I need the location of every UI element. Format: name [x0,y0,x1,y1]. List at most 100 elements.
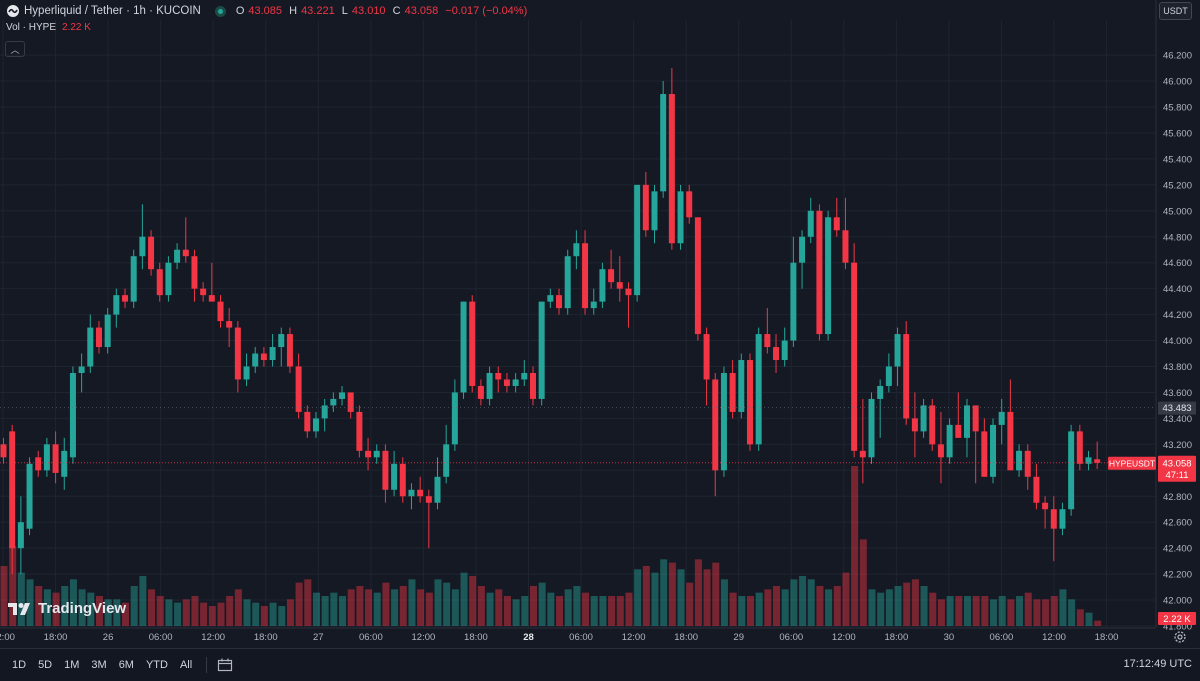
volume-bar [790,579,798,626]
range-5d-button[interactable]: 5D [38,659,53,671]
volume-bar [78,589,86,626]
candle-body [304,411,311,432]
candle-body [43,444,50,471]
volume-bar [529,586,537,626]
utc-clock[interactable]: 17:12:49 UTC [1123,658,1192,670]
candle-body [9,431,16,549]
time-tick-label: 30 [944,632,955,643]
volume-bar [165,599,173,626]
close-value: 43.058 [404,5,439,17]
range-6m-button[interactable]: 6M [118,659,134,671]
time-tick-label: 06:00 [779,632,803,643]
candle-body [616,282,623,289]
time-tick-label: 06:00 [149,632,173,643]
candle-body [469,301,476,386]
candle-body [1042,502,1049,510]
last-volume-tag [1158,612,1196,625]
volume-bar [295,582,303,626]
volume-bar [764,589,772,626]
volume-bar [521,596,529,626]
time-tick-label: 12:00 [412,632,436,643]
price-tick-label: 46.200 [1163,51,1192,62]
candle-body [608,269,615,283]
volume-bar [937,599,945,626]
volume-bar [373,592,381,626]
range-all-button[interactable]: All [179,659,193,671]
volume-bar [1024,592,1032,626]
calendar-goto-icon[interactable] [217,658,233,672]
price-tick-label: 41.800 [1163,622,1192,633]
time-tick-label: 18:00 [1095,632,1119,643]
volume-bar [833,586,841,626]
candle-body [903,334,910,419]
volume-bar [122,602,130,626]
tradingview-logo[interactable]: TradingView [8,600,126,617]
volume-label: Vol · HYPE [6,22,57,33]
range-3m-button[interactable]: 3M [91,659,107,671]
candle-body [842,230,849,263]
volume-bar [547,592,555,626]
volume-bar [382,582,390,626]
volume-bar [651,572,659,626]
volume-bar [1016,596,1024,626]
candle-body [1094,459,1101,463]
candle-body [1076,431,1083,464]
time-tick-label: 18:00 [464,632,488,643]
candle-body [547,295,554,302]
candle-body [330,398,337,406]
settings-gear-icon[interactable] [1173,630,1187,644]
volume-bar [330,592,338,626]
volume-bar [17,572,25,626]
candle-body [825,217,832,335]
price-tick-label: 42.800 [1163,492,1192,503]
volume-bar [52,592,60,626]
volume-bar [825,589,833,626]
toolbar-divider [206,657,208,673]
candle-body [165,262,172,296]
candle-body [182,249,189,257]
candle-body [920,405,927,432]
volume-bar [746,596,754,626]
volume-bar [139,576,147,626]
candle-body [95,327,102,348]
volume-bar [903,582,911,626]
candle-body [35,457,42,471]
candle-body [0,444,7,458]
volume-bar [87,592,95,626]
volume-legend[interactable]: Vol · HYPE 2.22 K [6,22,91,33]
volume-bar [304,579,312,626]
volume-bar [1094,620,1102,626]
volume-bar [955,596,963,626]
candle-body [1059,509,1066,529]
volume-bar [556,596,564,626]
volume-bar [234,589,242,626]
price-tick-label: 45.200 [1163,180,1192,191]
time-tick-label: 28 [523,632,534,643]
candle-body [955,424,962,438]
volume-bar [425,592,433,626]
candle-body [1024,450,1031,477]
range-ytd-button[interactable]: YTD [145,659,168,671]
symbol-header[interactable]: Hyperliquid / Tether · 1h · KUCOIN O 43.0… [0,0,531,22]
currency-button[interactable]: USDT [1159,2,1192,20]
last-price-tag [1158,455,1196,482]
candle-body [78,366,85,373]
collapse-legend-button[interactable]: ︿ [5,41,25,57]
volume-bar [269,602,277,626]
volume-bar [564,589,572,626]
volume-bar [634,569,642,626]
volume-bar [538,582,546,626]
candle-body [347,392,354,412]
candle-body [200,288,207,296]
range-1m-button[interactable]: 1M [64,659,80,671]
candle-body [946,424,953,458]
market-open-status-icon [214,5,226,17]
last-price-text: 43.058 [1162,458,1191,469]
range-1d-button[interactable]: 1D [12,659,27,671]
candle-body [642,184,649,231]
volume-bar [252,602,260,626]
volume-bar [703,569,711,626]
volume-bar [365,589,373,626]
change-value: −0.017 (−0.04%) [445,5,528,17]
